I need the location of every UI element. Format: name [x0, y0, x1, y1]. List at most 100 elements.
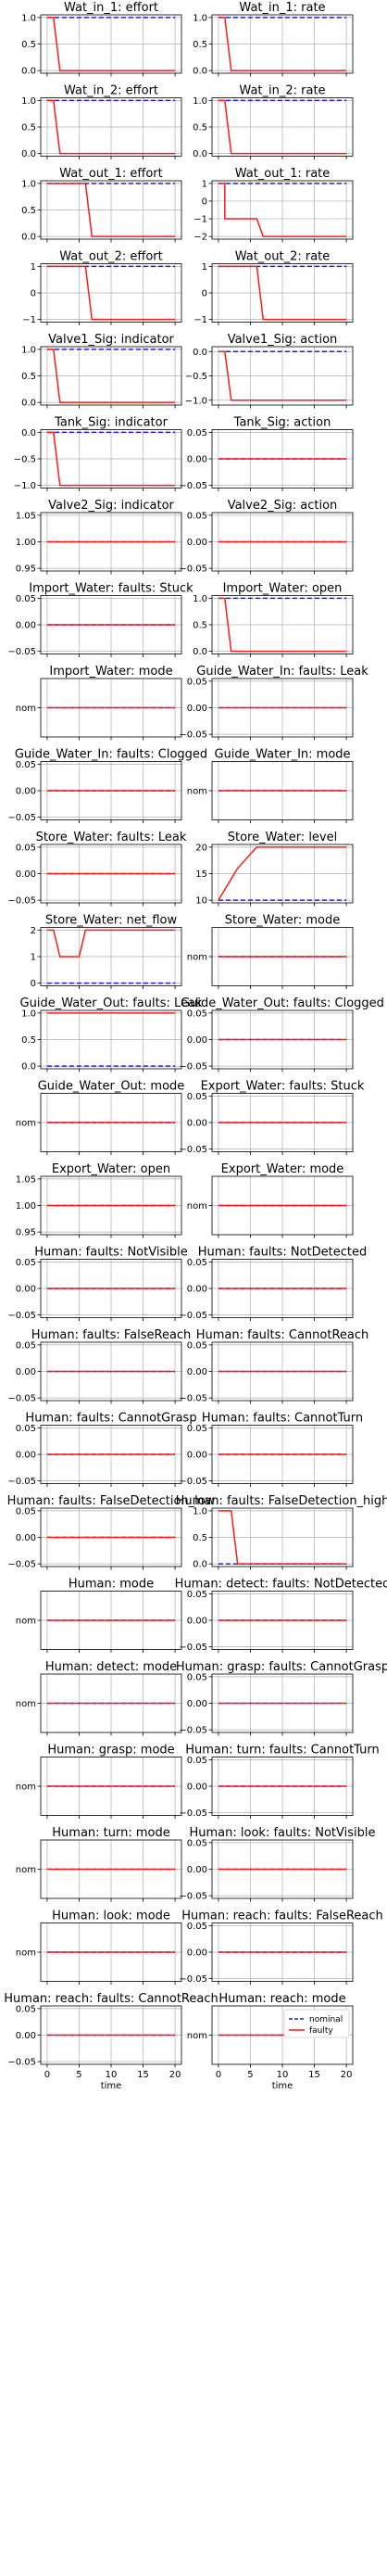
y-tick-label: 0.0: [21, 67, 36, 77]
y-tick-label: 0.00: [187, 455, 207, 465]
y-tick-label: nom: [187, 1201, 207, 1212]
subplot-title: Export_Water: open: [52, 1162, 170, 1176]
y-tick-label: 0.05: [187, 677, 207, 687]
subplot-44: −0.050.000.05Human: turn: faults: Cannot…: [179, 1744, 379, 1820]
legend-label-faulty: faulty: [309, 2026, 333, 2036]
subplot-title: Guide_Water_In: faults: Clogged: [15, 748, 207, 762]
y-tick-label: 1.0: [193, 594, 207, 604]
y-tick-label: 0.00: [187, 1948, 207, 1959]
y-tick-label: 1.0: [21, 179, 36, 189]
subplot-4: 0.00.51.0Wat_in_2: rate: [193, 84, 353, 160]
y-tick-label: 1.05: [16, 511, 36, 521]
subplot-title: Valve1_Sig: action: [228, 333, 338, 347]
subplot-43: nom Human: grasp: mode: [16, 1744, 181, 1820]
y-tick-label: 0.00: [187, 1451, 207, 1461]
y-tick-label: 0.5: [21, 40, 36, 50]
legend-label-nominal: nominal: [309, 2015, 343, 2024]
subplot-title: Wat_out_2: effort: [59, 250, 163, 264]
subplot-22: 101520Store_Water: level: [195, 831, 353, 907]
subplot-21: −0.050.000.05Store_Water: faults: Leak: [7, 831, 187, 907]
subplot-45: nomHuman: turn: mode: [16, 1826, 181, 1902]
x-tick-label: 5: [76, 2070, 81, 2080]
subplot-3: 0.00.51.0Wat_in_2: effort: [21, 84, 181, 160]
y-tick-label: 0.00: [187, 1035, 207, 1046]
subplot-title: Guide_Water_In: faults: Leak: [196, 665, 368, 679]
subplot-title: Human: reach: faults: CannotReach: [4, 1992, 218, 2006]
subplot-title: Guide_Water_In: mode: [214, 748, 350, 762]
subplot-title: Wat_in_2: rate: [239, 84, 325, 98]
y-tick-label: −0.05: [179, 565, 207, 575]
y-tick-label: 0.0: [21, 399, 36, 409]
y-tick-label: 0.00: [16, 869, 36, 880]
subplot-39: nomHuman: mode: [16, 1578, 181, 1654]
subplot-title: Wat_in_1: effort: [64, 1, 158, 15]
y-tick-label: −0.05: [179, 1311, 207, 1321]
subplot-1: 0.00.51.0Wat_in_1: effort: [21, 1, 181, 77]
y-tick-label: 0.05: [187, 1922, 207, 1932]
y-tick-label: −0.05: [7, 1394, 36, 1404]
y-tick-label: 0.05: [187, 1092, 207, 1102]
y-tick-label: 0.05: [187, 1756, 207, 1766]
y-tick-label: 0.00: [187, 1285, 207, 1295]
y-tick-label: −0.05: [7, 647, 36, 657]
y-tick-label: nom: [16, 1865, 36, 1875]
y-tick-label: −0.05: [7, 2058, 36, 2068]
y-tick-label: 0: [202, 289, 207, 299]
subplot-title: Human: grasp: mode: [47, 1744, 174, 1758]
subplot-5: 0.00.51.0Wat_out_1: effort: [21, 167, 181, 243]
subplot-6: −2−101Wat_out_1: rate: [194, 167, 353, 243]
y-tick-label: −0.05: [179, 1643, 207, 1653]
y-tick-label: 0.05: [16, 594, 36, 604]
subplot-title: Store_Water: net_flow: [45, 914, 178, 928]
y-tick-label: nom: [16, 1119, 36, 1129]
y-tick-label: 0.0: [193, 647, 207, 657]
subplot-9: 0.00.51.0Valve1_Sig: indicator: [21, 333, 181, 409]
y-tick-label: −0.05: [7, 1477, 36, 1487]
y-tick-label: −0.05: [7, 813, 36, 823]
y-tick-label: 0.5: [21, 123, 36, 133]
y-tick-label: −0.5: [185, 372, 207, 382]
y-tick-label: 0.95: [16, 1228, 36, 1238]
x-tick-label: 15: [137, 2070, 149, 2080]
y-tick-label: −0.05: [179, 1892, 207, 1902]
y-tick-label: 0.00: [187, 704, 207, 714]
x-tick-label: 0: [216, 2070, 221, 2080]
y-tick-label: 0: [31, 979, 36, 989]
y-tick-label: 0.0: [21, 1062, 36, 1072]
y-tick-label: 0.00: [16, 1533, 36, 1543]
subplot-12: −0.050.000.05Tank_Sig: action: [179, 416, 353, 492]
y-tick-label: nom: [187, 787, 207, 797]
subplot-title: Wat_out_1: rate: [235, 167, 331, 181]
subplot-title: Wat_out_2: rate: [235, 250, 331, 264]
y-tick-label: 0.00: [187, 1367, 207, 1377]
subplot-26: −0.050.000.05Guide_Water_Out: faults: Cl…: [179, 996, 384, 1072]
y-tick-label: nom: [16, 1617, 36, 1627]
y-tick-label: 0.00: [187, 538, 207, 548]
y-tick-label: −0.05: [179, 730, 207, 741]
x-tick-label: 10: [277, 2070, 289, 2080]
subplot-7: −1 0 1 Wat_out_2: effort: [22, 250, 181, 326]
subplot-title: Valve2_Sig: indicator: [48, 499, 174, 513]
y-tick-label: nom: [16, 1783, 36, 1793]
x-tick-label: 0: [44, 2070, 50, 2080]
y-tick-label: 0.0: [21, 428, 36, 438]
subplot-34: −0.050.000.05Human: faults: CannotReach: [179, 1328, 368, 1404]
y-tick-label: 0.05: [16, 760, 36, 770]
subplot-title: Import_Water: faults: Stuck: [29, 582, 194, 596]
subplot-title: Human: detect: faults: NotDetected: [175, 1578, 387, 1592]
subplot-title: Guide_Water_Out: faults: Leak: [20, 996, 203, 1010]
y-tick-label: 0.00: [187, 1865, 207, 1875]
y-tick-label: 0.00: [16, 1451, 36, 1461]
subplot-title: Import_Water: open: [223, 582, 343, 596]
subplot-16: 0.0 0.5 1.0 Import_Water: open: [193, 582, 353, 658]
subplot-41: nomHuman: detect: mode: [16, 1660, 181, 1736]
subplot-title: Valve1_Sig: indicator: [48, 333, 174, 347]
subplot-title: Wat_out_1: effort: [59, 167, 163, 181]
y-tick-label: −0.05: [179, 1808, 207, 1819]
subplot-title: Guide_Water_Out: mode: [38, 1080, 185, 1094]
y-tick-label: 1.05: [16, 1174, 36, 1185]
subplot-title: Tank_Sig: indicator: [54, 416, 169, 430]
subplot-48: −0.050.000.05Human: reach: faults: False…: [179, 1910, 382, 1986]
